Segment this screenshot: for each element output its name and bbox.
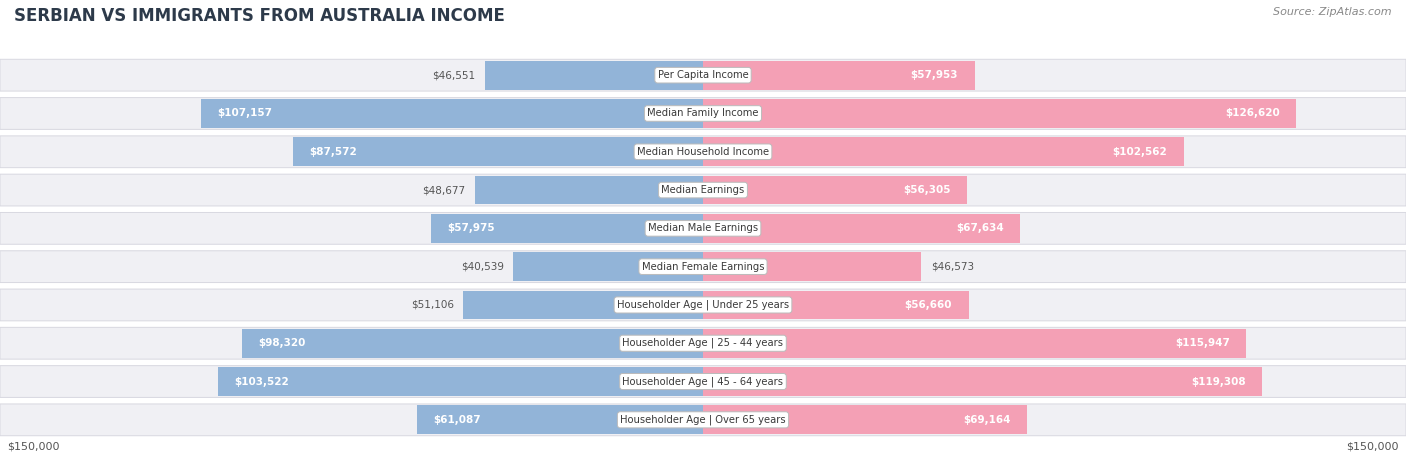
FancyBboxPatch shape	[0, 59, 1406, 91]
FancyBboxPatch shape	[0, 251, 1406, 283]
Text: $102,562: $102,562	[1112, 147, 1167, 157]
Text: $51,106: $51,106	[411, 300, 454, 310]
Text: $46,573: $46,573	[931, 262, 974, 272]
Text: $56,305: $56,305	[903, 185, 950, 195]
Text: $103,522: $103,522	[235, 376, 290, 387]
FancyBboxPatch shape	[0, 98, 1406, 129]
Text: $46,551: $46,551	[432, 70, 475, 80]
Text: $150,000: $150,000	[7, 441, 59, 451]
Bar	[703, 329, 1246, 358]
Text: $115,947: $115,947	[1175, 338, 1230, 348]
FancyBboxPatch shape	[0, 404, 1406, 436]
FancyBboxPatch shape	[0, 289, 1406, 321]
Text: $126,620: $126,620	[1225, 108, 1279, 119]
Text: Householder Age | 45 - 64 years: Householder Age | 45 - 64 years	[623, 376, 783, 387]
Bar	[432, 214, 703, 243]
Text: Median Female Earnings: Median Female Earnings	[641, 262, 765, 272]
Bar	[475, 176, 703, 205]
Bar	[703, 252, 921, 281]
Text: Per Capita Income: Per Capita Income	[658, 70, 748, 80]
FancyBboxPatch shape	[0, 366, 1406, 397]
Text: $40,539: $40,539	[461, 262, 503, 272]
Text: $48,677: $48,677	[422, 185, 465, 195]
Text: $98,320: $98,320	[259, 338, 307, 348]
Bar	[292, 137, 703, 166]
Bar	[703, 367, 1263, 396]
Text: $107,157: $107,157	[217, 108, 273, 119]
Bar	[703, 214, 1019, 243]
Text: Median Male Earnings: Median Male Earnings	[648, 223, 758, 234]
Bar	[416, 405, 703, 434]
Text: Median Household Income: Median Household Income	[637, 147, 769, 157]
Text: Source: ZipAtlas.com: Source: ZipAtlas.com	[1274, 7, 1392, 17]
FancyBboxPatch shape	[0, 212, 1406, 244]
Bar	[513, 252, 703, 281]
Bar	[485, 61, 703, 90]
Text: $67,634: $67,634	[956, 223, 1004, 234]
Bar	[703, 290, 969, 319]
Bar	[703, 176, 967, 205]
Text: $57,953: $57,953	[911, 70, 959, 80]
Text: $61,087: $61,087	[433, 415, 481, 425]
Bar	[218, 367, 703, 396]
Bar	[201, 99, 703, 128]
Text: $119,308: $119,308	[1191, 376, 1246, 387]
Text: Householder Age | 25 - 44 years: Householder Age | 25 - 44 years	[623, 338, 783, 348]
FancyBboxPatch shape	[0, 327, 1406, 359]
Bar	[703, 99, 1296, 128]
Text: Median Earnings: Median Earnings	[661, 185, 745, 195]
Bar	[703, 405, 1028, 434]
Bar	[703, 61, 974, 90]
FancyBboxPatch shape	[0, 136, 1406, 168]
Bar	[464, 290, 703, 319]
Text: $57,975: $57,975	[447, 223, 495, 234]
Text: $150,000: $150,000	[1347, 441, 1399, 451]
Bar	[703, 137, 1184, 166]
Text: Median Family Income: Median Family Income	[647, 108, 759, 119]
Text: $69,164: $69,164	[963, 415, 1011, 425]
Text: SERBIAN VS IMMIGRANTS FROM AUSTRALIA INCOME: SERBIAN VS IMMIGRANTS FROM AUSTRALIA INC…	[14, 7, 505, 25]
Text: Householder Age | Over 65 years: Householder Age | Over 65 years	[620, 415, 786, 425]
Text: Householder Age | Under 25 years: Householder Age | Under 25 years	[617, 300, 789, 310]
Text: $87,572: $87,572	[309, 147, 357, 157]
Bar	[242, 329, 703, 358]
Text: $56,660: $56,660	[904, 300, 952, 310]
FancyBboxPatch shape	[0, 174, 1406, 206]
